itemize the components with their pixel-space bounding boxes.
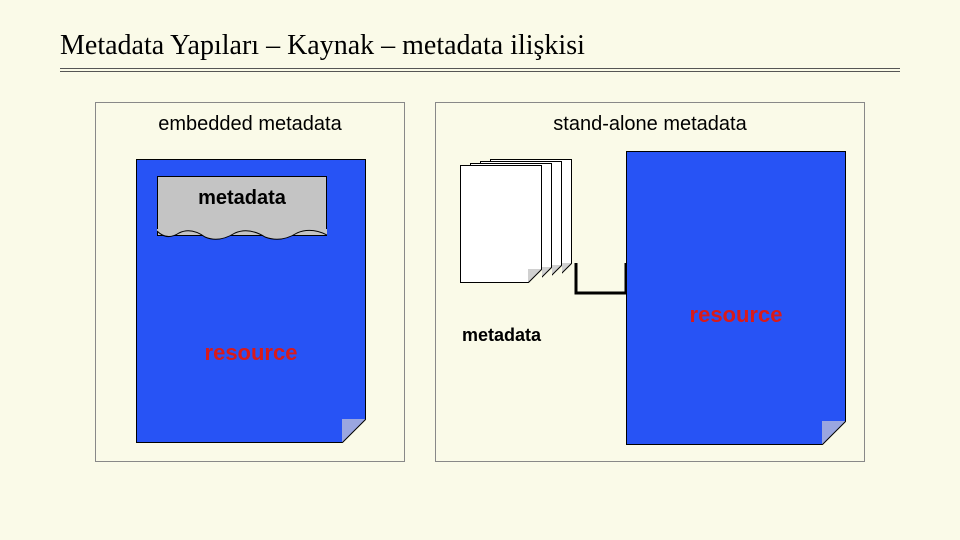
panel-standalone: stand-alone metadata metadata resource [435,102,865,462]
panels-row: embedded metadata resource metadata [60,102,900,462]
standalone-resource-label: resource [627,302,845,328]
title-wrap: Metadata Yapıları – Kaynak – metadata il… [60,30,900,62]
resource-fill [627,152,845,444]
standalone-metadata-label: metadata [462,325,541,346]
title-rule [60,68,900,72]
page-fold-icon [342,419,366,443]
metadata-sheet-stack [460,165,572,313]
page-title: Metadata Yapıları – Kaynak – metadata il… [60,30,900,62]
connector-icon [572,259,630,301]
torn-edge-icon [157,229,327,243]
embedded-resource-label: resource [137,340,365,366]
page-fold-icon [822,421,846,445]
standalone-resource-page: resource [626,151,846,445]
panel-standalone-title: stand-alone metadata [450,113,850,136]
panel-embedded-title: embedded metadata [110,113,390,136]
panel-embedded: embedded metadata resource metadata [95,102,405,462]
slide: Metadata Yapıları – Kaynak – metadata il… [0,0,960,540]
embedded-metadata-label: metadata [158,187,326,210]
metadata-sheet [460,165,542,283]
embedded-resource-page: resource metadata [136,159,366,443]
embedded-metadata-note: metadata [157,176,327,236]
